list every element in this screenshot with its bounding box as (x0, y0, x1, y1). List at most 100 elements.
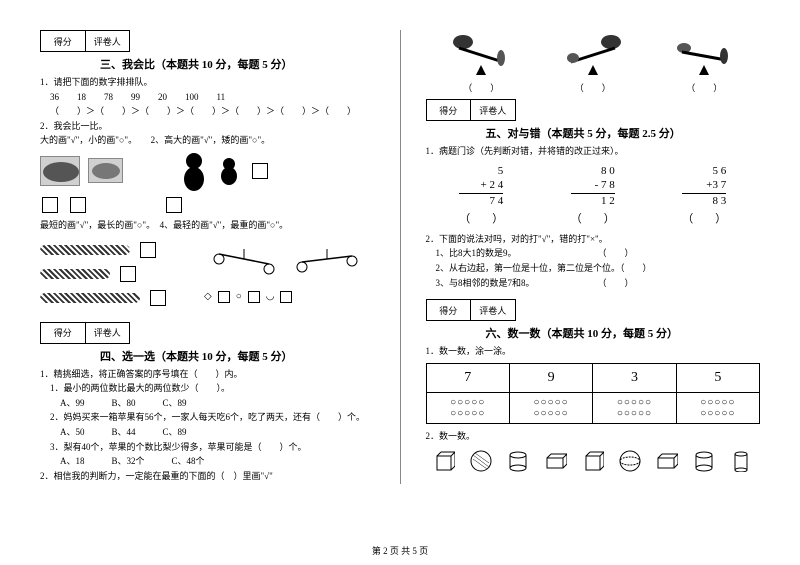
panda-tall-icon (179, 151, 209, 191)
paren[interactable]: （ ） (682, 212, 726, 226)
checkbox[interactable] (70, 197, 86, 213)
seesaw-2: （ ） (563, 30, 623, 94)
s5-q2-1: 1、比8大1的数是9。 （ ） (436, 247, 761, 260)
column-divider (400, 30, 401, 484)
math-b: - 7 8 (571, 178, 615, 194)
score-label: 得分 (427, 300, 472, 320)
score-box-4: 得分 评卷人 (40, 322, 130, 344)
section3-title: 三、我会比（本题共 10 分，每题 5 分） (100, 56, 375, 72)
table-header: 9 (509, 363, 592, 392)
circles: ○○○○○ (431, 397, 505, 408)
checkbox[interactable] (218, 291, 230, 303)
score-box-3: 得分 评卷人 (40, 30, 130, 52)
s4-q2: 2．相信我的判断力，一定能在最重的下面的（ ）里画"√" (40, 470, 375, 483)
balance-icon (204, 244, 284, 284)
seesaw-icon (674, 30, 734, 75)
checkbox[interactable] (252, 163, 268, 179)
sphere-icon (619, 450, 641, 472)
grader-label: 评卷人 (86, 323, 130, 343)
compare-row-1 (40, 151, 375, 191)
seesaw-3: （ ） (674, 30, 734, 94)
page-footer: 第 2 页 共 5 页 (0, 544, 800, 557)
checkbox[interactable] (166, 197, 182, 213)
s4-q1-3-opts: A、18 B、32个 C、48个 (60, 455, 375, 468)
balance-group: ◇ ○ ◡ (204, 244, 367, 303)
checkbox-row-1 (40, 195, 375, 215)
cube-icon (582, 450, 604, 472)
math-b: +3 7 (682, 178, 726, 194)
circles: ○○○○○ (597, 397, 671, 408)
score-label: 得分 (427, 100, 472, 120)
paren[interactable]: （ ） (674, 81, 734, 94)
circles: ○○○○○ (681, 408, 755, 419)
apple-icon: ○ (236, 291, 242, 303)
paren[interactable]: （ ） (459, 212, 503, 226)
math-c: 1 2 (571, 194, 615, 208)
score-label: 得分 (41, 31, 86, 51)
seesaw-icon (563, 30, 623, 75)
s3-q2-line2: 最短的画"√"，最长的画"○"。 4、最轻的画"√"，最重的画"○"。 (40, 219, 375, 232)
paren[interactable]: （ ） (571, 212, 615, 226)
panda-short-icon (217, 156, 242, 186)
checkbox[interactable] (280, 291, 292, 303)
cuboid-icon (545, 450, 567, 472)
checkbox[interactable] (150, 290, 166, 306)
banana-icon: ◡ (266, 291, 275, 303)
s5-q2: 2．下面的说法对吗，对的打"√"，错的打"×"。 (426, 233, 761, 246)
circles: ○○○○○ (681, 397, 755, 408)
cuboid-icon (656, 450, 678, 472)
circles: ○○○○○ (597, 408, 671, 419)
math-row: 5 + 2 4 7 4 （ ） 8 0 - 7 8 1 2 （ ） 5 6 +3… (426, 164, 761, 227)
circles: ○○○○○ (514, 397, 588, 408)
s4-q1-1-opts: A、99 B、80 C、89 (60, 397, 375, 410)
seesaw-row: （ ） （ ） （ ） (426, 30, 761, 94)
cylinder-tall-icon (730, 450, 752, 472)
fan-icon (40, 156, 80, 186)
section6-title: 六、数一数（本题共 10 分，每题 5 分） (486, 325, 761, 341)
math-a: 5 6 (682, 164, 726, 178)
paren[interactable]: （ ） (563, 81, 623, 94)
s5-q1: 1．病题门诊（先判断对错，并将错的改正过来）。 (426, 145, 761, 158)
rope-icon (40, 245, 130, 255)
grader-label: 评卷人 (471, 300, 515, 320)
table-cell: ○○○○○○○○○○ (509, 392, 592, 423)
math-a: 8 0 (571, 164, 615, 178)
grader-label: 评卷人 (86, 31, 130, 51)
math-b: + 2 4 (459, 178, 503, 194)
score-box-5: 得分 评卷人 (426, 99, 516, 121)
ropes-group (40, 236, 168, 312)
table-cell: ○○○○○○○○○○ (593, 392, 676, 423)
checkbox[interactable] (140, 242, 156, 258)
right-column: （ ） （ ） （ ） (426, 30, 761, 484)
checkbox[interactable] (248, 291, 260, 303)
grader-label: 评卷人 (471, 100, 515, 120)
checkbox[interactable] (120, 266, 136, 282)
pear-icon: ◇ (204, 291, 212, 303)
s4-q1-3: 3．梨有40个，苹果的个数比梨少得多，苹果可能是（ ）个。 (50, 441, 375, 454)
math-3: 5 6 +3 7 8 3 （ ） (682, 164, 726, 227)
checkbox[interactable] (42, 197, 58, 213)
section4-title: 四、选一选（本题共 10 分，每题 5 分） (100, 348, 375, 364)
left-column: 得分 评卷人 三、我会比（本题共 10 分，每题 5 分） 1．请把下面的数字排… (40, 30, 375, 484)
circles: ○○○○○ (514, 408, 588, 419)
seesaw-1: （ ） (451, 30, 511, 94)
s3-q2-line1: 大的画"√"，小的画"○"。 2、高大的画"√"，矮的画"○"。 (40, 134, 375, 147)
math-c: 7 4 (459, 194, 503, 208)
rope-icon (40, 293, 140, 303)
paren[interactable]: （ ） (451, 81, 511, 94)
seesaw-icon (451, 30, 511, 75)
s6-q2: 2．数一数。 (426, 430, 761, 443)
cylinder-icon (693, 450, 715, 472)
rope-icon (40, 269, 110, 279)
math-2: 8 0 - 7 8 1 2 （ ） (571, 164, 615, 227)
score-box-6: 得分 评卷人 (426, 299, 516, 321)
table-header: 3 (593, 363, 676, 392)
cube-icon (433, 450, 455, 472)
math-c: 8 3 (682, 194, 726, 208)
s5-q2-2: 2、从右边起，第一位是十位，第二位是个位。（ ） (436, 262, 761, 275)
balance-icon (287, 244, 367, 284)
table-header: 7 (426, 363, 509, 392)
s5-q2-3: 3、与8相邻的数是7和8。 （ ） (436, 277, 761, 290)
s4-q1-2-opts: A、50 B、44 C、89 (60, 426, 375, 439)
s4-q1-1: 1．最小的两位数比最大的两位数少（ ）。 (50, 382, 375, 395)
